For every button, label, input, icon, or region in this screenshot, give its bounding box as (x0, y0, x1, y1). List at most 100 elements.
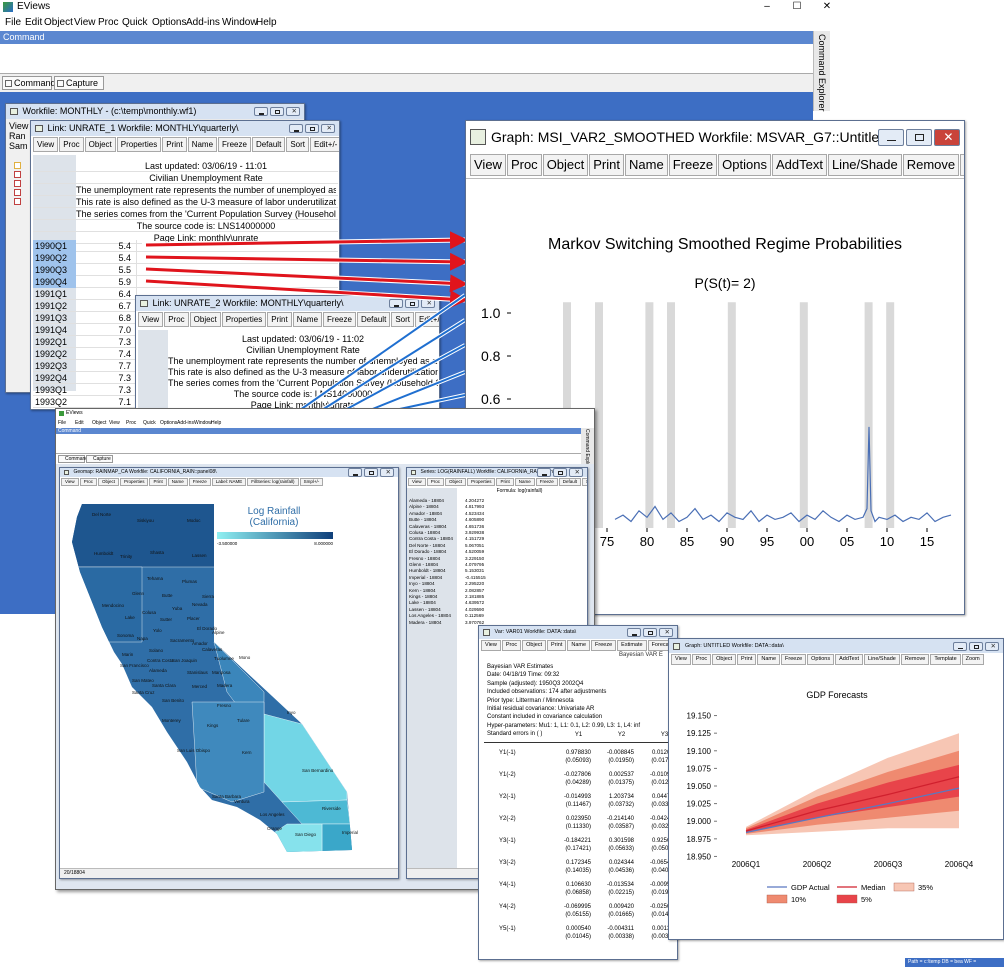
toolbar-button[interactable]: Smpl+/- (299, 478, 324, 486)
window-max-button[interactable] (643, 628, 657, 637)
toolbar-button[interactable]: Object (84, 137, 116, 152)
toolbar-button[interactable]: Line/Shade (827, 154, 902, 176)
window-max-button[interactable] (969, 641, 983, 651)
toolbar-button[interactable]: Freeze (323, 312, 356, 327)
window-min-button[interactable] (348, 468, 362, 477)
window-max-button[interactable] (364, 468, 378, 477)
window-close-button[interactable]: ✕ (934, 128, 960, 146)
toolbar-button[interactable]: Freeze (535, 478, 558, 486)
app-window-control[interactable]: – (764, 1, 770, 12)
toolbar-button[interactable]: Options (718, 154, 771, 176)
toolbar-button[interactable]: Name (567, 640, 591, 651)
menu-item[interactable]: Proc (98, 17, 119, 28)
toolbar-button[interactable]: Object (97, 478, 119, 486)
tab-label[interactable]: Command (65, 456, 89, 462)
toolbar-button[interactable]: Sort (286, 137, 309, 152)
menu-item[interactable]: Add-ins (177, 420, 194, 426)
menu-item[interactable]: Object (92, 420, 107, 426)
toolbar-button[interactable]: Freeze (591, 640, 617, 651)
toolbar-button[interactable]: Print (267, 312, 292, 327)
toolbar-button[interactable]: View (33, 137, 59, 152)
menu-item[interactable]: Options (152, 17, 187, 28)
window-close-button[interactable]: ✕ (286, 107, 300, 116)
tab[interactable]: Capture (54, 76, 104, 90)
toolbar-button[interactable]: Default (251, 137, 286, 152)
window-max-button[interactable] (270, 107, 284, 116)
toolbar-button[interactable]: View (671, 654, 691, 665)
toolbar-button[interactable]: Default (356, 312, 391, 327)
window-max-button[interactable] (305, 124, 319, 133)
toolbar-button[interactable]: Object (444, 478, 466, 486)
command-explorer-label[interactable]: Command Explorer (584, 429, 590, 473)
toolbar-button[interactable]: Options (807, 654, 835, 665)
menu-item[interactable]: Window (194, 420, 212, 426)
toolbar-button[interactable]: Freeze (668, 154, 718, 176)
toolbar-button[interactable]: Name (292, 312, 323, 327)
toolbar-button[interactable]: FillSeries: log(rainfall) (247, 478, 299, 486)
toolbar-button[interactable]: Zoom (961, 654, 984, 665)
toolbar-button[interactable]: Line/Shade (864, 654, 900, 665)
toolbar-button[interactable]: Sort (582, 478, 587, 486)
window-min-button[interactable] (537, 468, 551, 477)
toolbar-button[interactable]: Print (496, 478, 514, 486)
tab[interactable]: Command (2, 76, 56, 90)
window-min-button[interactable] (953, 641, 967, 651)
menu-item[interactable]: Options (160, 420, 178, 426)
window-close-button[interactable]: ✕ (659, 628, 673, 637)
toolbar-button[interactable]: Name (167, 478, 188, 486)
toolbar-button[interactable]: Label: NAME (211, 478, 247, 486)
menu-item[interactable]: File (58, 420, 67, 426)
window-max-button[interactable] (553, 468, 567, 477)
toolbar-button[interactable]: Edit+/- (309, 137, 339, 152)
toolbar-button[interactable]: Template (930, 654, 961, 665)
tab-label[interactable]: Capture (66, 78, 99, 88)
toolbar-button[interactable]: Name (187, 137, 218, 152)
window-max-button[interactable] (906, 128, 932, 146)
toolbar-button[interactable]: Print (162, 137, 187, 152)
window-min-button[interactable] (289, 124, 303, 133)
window-close-button[interactable]: ✕ (380, 468, 394, 477)
toolbar-button[interactable]: Tem (960, 154, 964, 176)
toolbar-button[interactable]: AddText (771, 154, 827, 176)
menu-item[interactable]: Edit (75, 420, 84, 426)
menu-item[interactable]: Window (222, 17, 258, 28)
toolbar-button[interactable]: Remove (900, 654, 930, 665)
window-min-button[interactable] (627, 628, 641, 637)
command-input[interactable] (0, 44, 813, 74)
toolbar-button[interactable]: Remove (902, 154, 960, 176)
menu-item[interactable]: View (109, 420, 120, 426)
menu-item[interactable]: Edit (25, 17, 43, 28)
toolbar-button[interactable]: Properties (466, 478, 496, 486)
toolbar-button[interactable]: View (408, 478, 426, 486)
toolbar-button[interactable]: Proc (59, 137, 84, 152)
toolbar-button[interactable]: Print (589, 154, 624, 176)
menu-item[interactable]: Quick (122, 17, 148, 28)
toolbar-button[interactable]: Sort (391, 312, 414, 327)
toolbar-button[interactable]: Properties (116, 137, 162, 152)
toolbar-button[interactable]: Freeze (188, 478, 211, 486)
tab-label[interactable]: Capture (93, 456, 111, 462)
toolbar-button[interactable]: Proc (79, 478, 97, 486)
tab-label[interactable]: Command (14, 78, 56, 88)
window-max-button[interactable] (405, 299, 419, 308)
window-min-button[interactable] (254, 107, 268, 116)
window-close-button[interactable]: ✕ (985, 641, 999, 651)
toolbar-button[interactable]: Print (149, 478, 167, 486)
toolbar-button[interactable]: Proc (691, 654, 712, 665)
menu-item[interactable]: File (5, 17, 22, 28)
toolbar-button[interactable]: Default (558, 478, 582, 486)
toolbar-button[interactable]: Print (737, 654, 757, 665)
toolbar-button[interactable]: Object (712, 654, 737, 665)
toolbar-button[interactable]: Freeze (781, 654, 807, 665)
toolbar-button[interactable]: Properties (221, 312, 267, 327)
window-min-button[interactable] (878, 128, 904, 146)
command-explorer-label[interactable]: Command Explorer (817, 34, 827, 112)
menu-item[interactable]: Proc (126, 420, 137, 426)
toolbar-button[interactable]: Freeze (218, 137, 251, 152)
app-window-control[interactable]: ☐ (792, 1, 802, 12)
toolbar-button[interactable]: Proc (506, 154, 542, 176)
toolbar-button[interactable]: View (138, 312, 164, 327)
toolbar-button[interactable]: Proc (501, 640, 522, 651)
toolbar-button[interactable]: Proc (426, 478, 444, 486)
toolbar-button[interactable]: Object (542, 154, 589, 176)
